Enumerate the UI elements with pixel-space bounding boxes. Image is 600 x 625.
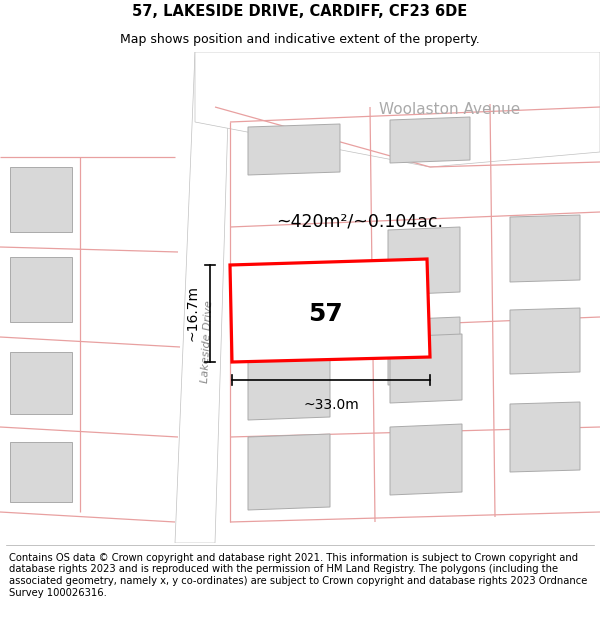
Polygon shape (510, 402, 580, 472)
Polygon shape (388, 227, 460, 295)
Text: ~33.0m: ~33.0m (303, 398, 359, 412)
Polygon shape (230, 259, 430, 362)
Polygon shape (248, 124, 340, 175)
Text: 57: 57 (308, 302, 343, 326)
Polygon shape (248, 434, 330, 510)
Text: ~16.7m: ~16.7m (186, 286, 200, 341)
Polygon shape (248, 339, 330, 420)
Text: Lakeside Drive: Lakeside Drive (200, 301, 214, 384)
Text: ~420m²/~0.104ac.: ~420m²/~0.104ac. (277, 213, 443, 231)
Text: Contains OS data © Crown copyright and database right 2021. This information is : Contains OS data © Crown copyright and d… (9, 553, 587, 598)
Polygon shape (510, 215, 580, 282)
Text: Woolaston Avenue: Woolaston Avenue (379, 102, 521, 118)
Text: 57, LAKESIDE DRIVE, CARDIFF, CF23 6DE: 57, LAKESIDE DRIVE, CARDIFF, CF23 6DE (133, 4, 467, 19)
Polygon shape (10, 442, 72, 502)
Polygon shape (10, 352, 72, 414)
Text: Map shows position and indicative extent of the property.: Map shows position and indicative extent… (120, 32, 480, 46)
Polygon shape (175, 52, 230, 543)
Polygon shape (510, 308, 580, 374)
Polygon shape (390, 424, 462, 495)
Polygon shape (388, 317, 460, 385)
Polygon shape (10, 167, 72, 232)
Polygon shape (195, 52, 600, 167)
Polygon shape (390, 334, 462, 403)
Polygon shape (390, 117, 470, 163)
Polygon shape (10, 257, 72, 322)
